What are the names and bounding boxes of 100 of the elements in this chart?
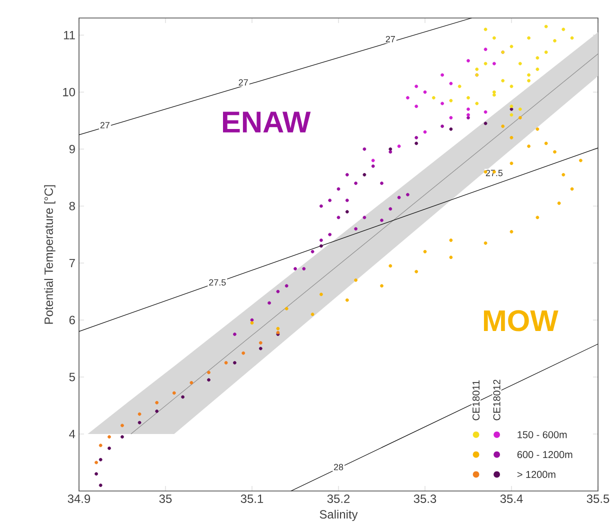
point bbox=[388, 150, 392, 154]
point bbox=[518, 62, 522, 66]
point bbox=[354, 278, 358, 282]
point bbox=[536, 68, 540, 71]
point bbox=[190, 381, 194, 384]
x-tick-label: 35.2 bbox=[327, 494, 350, 503]
point bbox=[258, 341, 262, 345]
point bbox=[320, 204, 323, 208]
point bbox=[336, 216, 340, 220]
point bbox=[466, 107, 470, 111]
point bbox=[155, 410, 159, 413]
x-tick-label: 35.3 bbox=[414, 494, 436, 503]
point bbox=[527, 36, 530, 40]
point bbox=[250, 321, 254, 325]
point bbox=[371, 158, 375, 162]
point bbox=[98, 444, 102, 448]
point bbox=[557, 202, 561, 205]
point bbox=[406, 96, 410, 100]
point bbox=[362, 173, 366, 176]
point bbox=[108, 446, 111, 450]
point bbox=[414, 270, 418, 274]
point bbox=[466, 59, 470, 62]
point bbox=[406, 192, 410, 196]
point bbox=[449, 238, 453, 242]
point bbox=[536, 56, 540, 60]
y-tick-label: 4 bbox=[69, 430, 76, 438]
point bbox=[397, 144, 401, 148]
point bbox=[484, 48, 488, 52]
point bbox=[518, 107, 522, 111]
point bbox=[414, 142, 418, 146]
point bbox=[120, 424, 124, 428]
point bbox=[276, 290, 280, 294]
point bbox=[423, 90, 427, 94]
point bbox=[414, 136, 418, 140]
point bbox=[284, 306, 288, 310]
point bbox=[510, 162, 514, 166]
point bbox=[336, 187, 340, 191]
point bbox=[484, 28, 488, 32]
y-tick-label: 7 bbox=[69, 258, 75, 268]
point bbox=[466, 113, 470, 117]
point bbox=[242, 351, 246, 355]
annotation: ENAW bbox=[223, 112, 311, 132]
annotation: 28 bbox=[334, 464, 344, 470]
point bbox=[492, 62, 496, 66]
point bbox=[380, 182, 384, 185]
y-axis-title: Potential Temperature [°C] bbox=[44, 185, 56, 324]
point bbox=[510, 230, 514, 234]
point bbox=[527, 73, 530, 77]
point bbox=[562, 28, 566, 32]
point bbox=[492, 36, 496, 40]
point bbox=[320, 244, 323, 248]
point bbox=[449, 116, 453, 120]
point bbox=[544, 50, 548, 54]
point bbox=[484, 62, 488, 66]
point bbox=[492, 93, 496, 97]
annotation: MOW bbox=[484, 310, 558, 332]
point bbox=[354, 227, 358, 231]
point bbox=[536, 216, 540, 220]
point bbox=[510, 107, 514, 111]
point bbox=[553, 39, 556, 42]
point bbox=[536, 127, 540, 131]
annotation: 27 bbox=[100, 122, 110, 128]
point bbox=[388, 147, 392, 151]
point bbox=[345, 298, 349, 302]
x-tick-label: 35.5 bbox=[586, 494, 610, 503]
point bbox=[544, 24, 548, 28]
point bbox=[449, 256, 453, 260]
point bbox=[562, 173, 566, 176]
point bbox=[423, 250, 427, 254]
point bbox=[108, 435, 111, 439]
x-tick-label: 34.9 bbox=[68, 494, 90, 503]
legend-label: 150 - 600m bbox=[518, 431, 567, 438]
point bbox=[94, 472, 98, 476]
point bbox=[510, 44, 514, 48]
point bbox=[120, 435, 124, 439]
point bbox=[380, 218, 384, 222]
point bbox=[362, 216, 366, 220]
legend-label: > 1200m bbox=[517, 470, 556, 478]
point bbox=[510, 136, 514, 140]
x-tick-label: 35.4 bbox=[500, 494, 523, 503]
point bbox=[414, 84, 418, 88]
point bbox=[449, 98, 453, 102]
point bbox=[510, 84, 514, 88]
point bbox=[224, 361, 228, 364]
point bbox=[362, 147, 366, 151]
point bbox=[294, 267, 297, 270]
point bbox=[388, 207, 392, 211]
annotation: CE18012 bbox=[493, 380, 500, 420]
x-tick-label: 35 bbox=[159, 494, 172, 503]
point bbox=[501, 124, 505, 128]
point bbox=[258, 346, 262, 350]
point bbox=[250, 318, 254, 322]
point bbox=[544, 142, 548, 146]
point bbox=[310, 250, 314, 254]
x-axis-title: Salinity bbox=[320, 510, 358, 521]
y-tick-label: 9 bbox=[69, 144, 75, 154]
point bbox=[440, 73, 444, 77]
point bbox=[510, 104, 514, 108]
point bbox=[138, 412, 142, 416]
point bbox=[414, 104, 418, 108]
